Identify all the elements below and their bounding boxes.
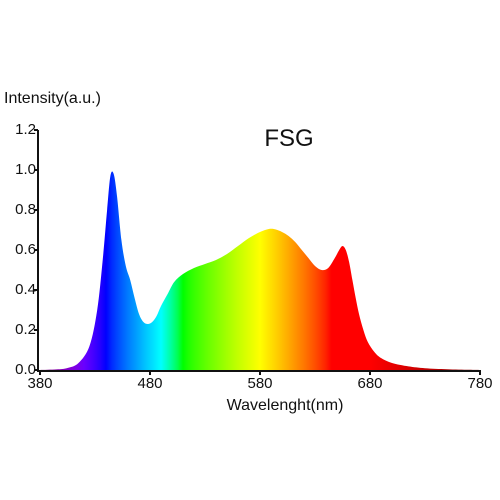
y-tick-label: 0.4 <box>15 281 36 298</box>
y-tick-label: 0.0 <box>15 361 36 378</box>
x-tick-label: 580 <box>247 375 272 392</box>
x-tick-label: 480 <box>137 375 162 392</box>
y-tick-label: 1.0 <box>15 161 36 178</box>
y-tick-label: 0.8 <box>15 201 36 218</box>
spectrum-area-fill <box>40 171 480 370</box>
y-tick-label: 1.2 <box>15 121 36 138</box>
x-tick-label: 780 <box>467 375 492 392</box>
y-tick-label: 0.6 <box>15 241 36 258</box>
chart-title: FSG <box>264 125 313 152</box>
x-tick-label: 380 <box>27 375 52 392</box>
x-tick-label: 680 <box>357 375 382 392</box>
y-axis-label: Intensity(a.u.) <box>4 90 101 107</box>
y-tick-label: 0.2 <box>15 321 36 338</box>
x-axis-label: Wavelenght(nm) <box>227 397 344 414</box>
